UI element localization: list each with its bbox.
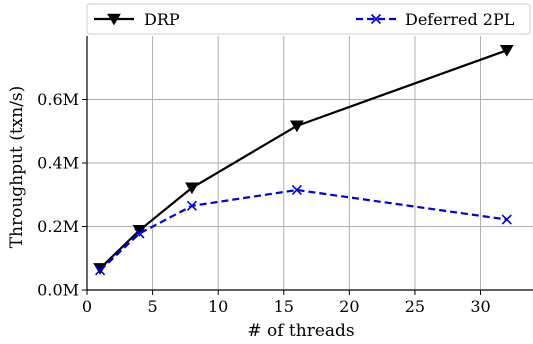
x-tick-label: 30	[470, 297, 490, 316]
data-point-marker	[95, 265, 106, 276]
x-tick-label: 0	[82, 297, 92, 316]
series-line-0	[99, 49, 508, 270]
x-tick-label: 5	[147, 297, 157, 316]
data-point-marker	[185, 182, 199, 195]
data-point-marker	[501, 214, 512, 225]
series-line-1	[99, 188, 507, 272]
legend-marker	[370, 13, 382, 25]
y-ticks: 0.0M 0.2M 0.4M 0.6M	[37, 90, 87, 300]
legend-marker	[107, 13, 121, 26]
x-tick-label: 20	[339, 297, 359, 316]
x-marker-stroke	[134, 228, 145, 239]
data-point-marker	[134, 228, 145, 239]
x-marker-stroke	[501, 214, 512, 225]
y-tick-label: 0.2M	[37, 217, 79, 236]
x-tick-label: 15	[274, 297, 294, 316]
series-lines	[93, 44, 514, 276]
legend: DRP Deferred 2PL	[86, 3, 531, 35]
legend-label: Deferred 2PL	[405, 10, 515, 29]
x-ticks: 0 5 10 15 20 25 30	[82, 290, 491, 316]
x-axis-label: # of threads	[247, 321, 354, 341]
y-tick-label: 0.4M	[37, 154, 79, 173]
y-tick-label: 0.0M	[37, 281, 79, 300]
x-tick-label: 25	[405, 297, 425, 316]
legend-label: DRP	[144, 10, 180, 29]
y-axis-label: Throughput (txn/s)	[7, 86, 27, 249]
x-marker-stroke	[186, 200, 198, 211]
legend-box	[86, 3, 531, 35]
grid	[87, 36, 533, 290]
y-tick-label: 0.6M	[37, 90, 79, 109]
x-tick-label: 10	[208, 297, 228, 316]
x-marker-stroke	[95, 265, 106, 276]
data-point-marker	[499, 44, 514, 57]
x-marker-stroke	[370, 13, 382, 25]
data-point-marker	[291, 184, 302, 196]
x-marker-stroke	[291, 184, 302, 196]
data-point-marker	[186, 200, 198, 211]
data-point-marker	[290, 120, 304, 133]
